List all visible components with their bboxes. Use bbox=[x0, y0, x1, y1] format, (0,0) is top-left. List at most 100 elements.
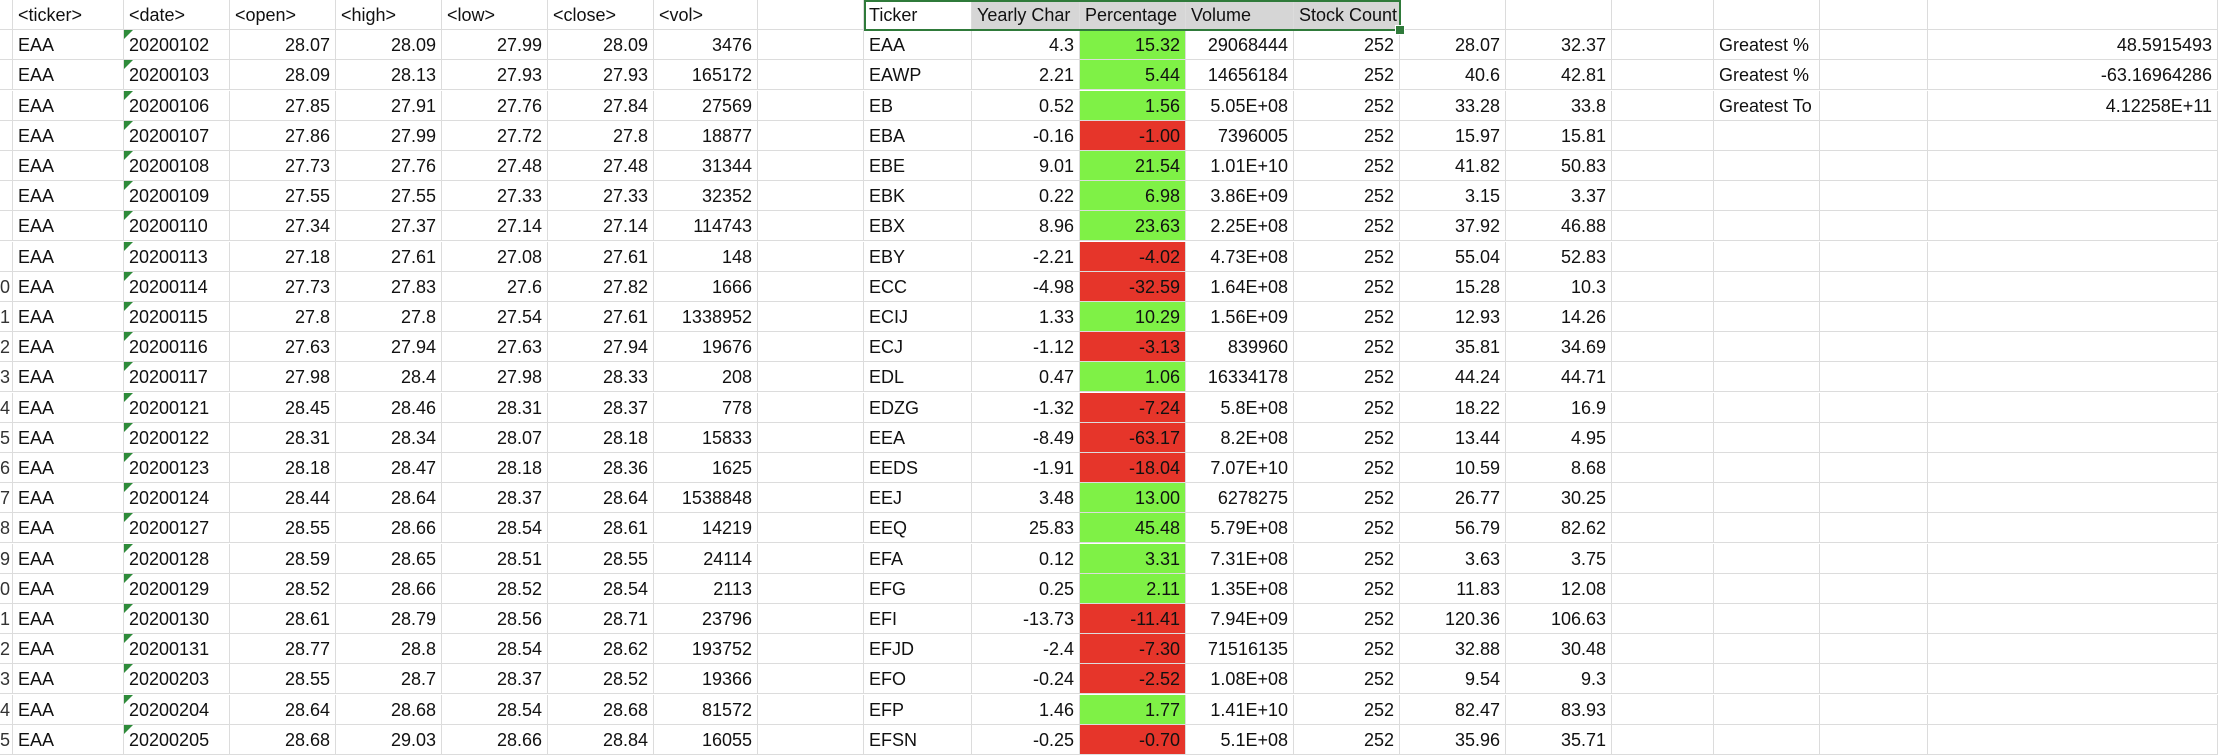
percentage-change-cell[interactable]: -7.30 bbox=[1080, 634, 1186, 665]
blank-cell[interactable] bbox=[1612, 181, 1714, 212]
low-cell[interactable]: 27.72 bbox=[442, 120, 548, 151]
low-cell[interactable]: 27.33 bbox=[442, 181, 548, 212]
row-number[interactable] bbox=[0, 60, 13, 91]
row-number[interactable] bbox=[0, 211, 13, 242]
high-cell[interactable]: 28.65 bbox=[336, 543, 442, 574]
blank-cell[interactable] bbox=[1714, 513, 1820, 544]
stock-count-cell[interactable]: 252 bbox=[1294, 211, 1400, 242]
stock-count-cell[interactable]: 252 bbox=[1294, 90, 1400, 121]
ticker-cell[interactable]: EAA bbox=[13, 271, 124, 302]
row-number[interactable]: 2 bbox=[0, 332, 13, 363]
high-cell[interactable]: 28.34 bbox=[336, 422, 442, 453]
yearly-change-cell[interactable]: 0.22 bbox=[972, 181, 1080, 212]
blank-cell[interactable] bbox=[1820, 453, 1928, 483]
low-cell[interactable]: 28.56 bbox=[442, 604, 548, 634]
blank-cell[interactable] bbox=[1820, 60, 1928, 91]
total-volume-cell[interactable]: 7396005 bbox=[1186, 120, 1294, 151]
stock-count-cell[interactable]: 252 bbox=[1294, 604, 1400, 634]
vol-cell[interactable]: 778 bbox=[654, 392, 758, 423]
total-volume-cell[interactable]: 8.2E+08 bbox=[1186, 422, 1294, 453]
percentage-change-cell[interactable]: 6.98 bbox=[1080, 181, 1186, 212]
close-price-cell[interactable]: 14.26 bbox=[1506, 302, 1612, 332]
close-price-cell[interactable]: 35.71 bbox=[1506, 724, 1612, 755]
open-price-cell[interactable]: 120.36 bbox=[1400, 604, 1506, 634]
low-cell[interactable]: 27.54 bbox=[442, 302, 548, 332]
open-cell[interactable]: 28.45 bbox=[230, 392, 336, 423]
vol-cell[interactable]: 193752 bbox=[654, 634, 758, 665]
ticker-cell[interactable]: EAA bbox=[13, 151, 124, 181]
total-volume-cell[interactable]: 7.94E+09 bbox=[1186, 604, 1294, 634]
total-volume-cell[interactable]: 839960 bbox=[1186, 332, 1294, 363]
vol-cell[interactable]: 31344 bbox=[654, 151, 758, 181]
blank-cell[interactable] bbox=[1612, 60, 1714, 91]
date-cell[interactable]: 20200131 bbox=[124, 634, 230, 665]
low-cell[interactable]: 27.76 bbox=[442, 90, 548, 121]
close-cell[interactable]: 28.71 bbox=[548, 604, 654, 634]
blank-cell[interactable] bbox=[1714, 573, 1820, 604]
stock-count-cell[interactable]: 252 bbox=[1294, 151, 1400, 181]
open-cell[interactable]: 28.09 bbox=[230, 60, 336, 91]
yearly-change-cell[interactable]: 25.83 bbox=[972, 513, 1080, 544]
low-cell[interactable]: 28.31 bbox=[442, 392, 548, 423]
blank-cell[interactable] bbox=[1928, 392, 2218, 423]
close-price-cell[interactable]: 32.37 bbox=[1506, 30, 1612, 61]
blank-cell[interactable] bbox=[1714, 271, 1820, 302]
close-price-cell[interactable]: 82.62 bbox=[1506, 513, 1612, 544]
blank-cell[interactable] bbox=[1714, 0, 1820, 30]
close-price-cell[interactable]: 46.88 bbox=[1506, 211, 1612, 242]
total-volume-cell[interactable]: 1.56E+09 bbox=[1186, 302, 1294, 332]
percentage-change-cell[interactable]: 1.06 bbox=[1080, 362, 1186, 393]
blank-cell[interactable] bbox=[1714, 543, 1820, 574]
close-price-cell[interactable]: 9.3 bbox=[1506, 664, 1612, 695]
close-price-cell[interactable]: 50.83 bbox=[1506, 151, 1612, 181]
summary-ticker-cell[interactable]: EEDS bbox=[864, 453, 972, 483]
date-cell[interactable]: 20200116 bbox=[124, 332, 230, 363]
open-price-cell[interactable]: 9.54 bbox=[1400, 664, 1506, 695]
high-cell[interactable]: 28.66 bbox=[336, 513, 442, 544]
ticker-cell[interactable]: EAA bbox=[13, 30, 124, 61]
open-cell[interactable]: 27.63 bbox=[230, 332, 336, 363]
date-cell[interactable]: 20200102 bbox=[124, 30, 230, 61]
blank-cell[interactable] bbox=[1714, 724, 1820, 755]
blank-cell[interactable] bbox=[1928, 211, 2218, 242]
blank-cell[interactable] bbox=[758, 483, 864, 514]
date-cell[interactable]: 20200103 bbox=[124, 60, 230, 91]
close-price-cell[interactable]: 30.25 bbox=[1506, 483, 1612, 514]
close-cell[interactable]: 27.82 bbox=[548, 271, 654, 302]
blank-cell[interactable] bbox=[1714, 664, 1820, 695]
summary-ticker-cell[interactable]: ECC bbox=[864, 271, 972, 302]
blank-cell[interactable] bbox=[758, 60, 864, 91]
ticker-cell[interactable]: EAA bbox=[13, 332, 124, 363]
stock-count-cell[interactable]: 252 bbox=[1294, 573, 1400, 604]
open-price-cell[interactable]: 41.82 bbox=[1400, 151, 1506, 181]
close-price-cell[interactable]: 8.68 bbox=[1506, 453, 1612, 483]
blank-cell[interactable] bbox=[1928, 573, 2218, 604]
blank-cell[interactable] bbox=[1820, 573, 1928, 604]
summary-header-2[interactable]: Percentage bbox=[1080, 0, 1186, 30]
close-price-cell[interactable]: 4.95 bbox=[1506, 422, 1612, 453]
close-price-cell[interactable]: 3.37 bbox=[1506, 181, 1612, 212]
total-volume-cell[interactable]: 2.25E+08 bbox=[1186, 211, 1294, 242]
blank-cell[interactable] bbox=[758, 302, 864, 332]
close-cell[interactable]: 28.52 bbox=[548, 664, 654, 695]
blank-cell[interactable] bbox=[758, 120, 864, 151]
close-price-cell[interactable]: 12.08 bbox=[1506, 573, 1612, 604]
blank-cell[interactable] bbox=[1714, 151, 1820, 181]
ticker-cell[interactable]: EAA bbox=[13, 392, 124, 423]
blank-cell[interactable] bbox=[1928, 362, 2218, 393]
column-header-2[interactable]: <open> bbox=[230, 0, 336, 30]
blank-cell[interactable] bbox=[1820, 0, 1928, 30]
stock-count-cell[interactable]: 252 bbox=[1294, 664, 1400, 695]
blank-cell[interactable] bbox=[1612, 724, 1714, 755]
summary-ticker-cell[interactable]: ECIJ bbox=[864, 302, 972, 332]
close-cell[interactable]: 28.37 bbox=[548, 392, 654, 423]
high-cell[interactable]: 27.76 bbox=[336, 151, 442, 181]
open-price-cell[interactable]: 33.28 bbox=[1400, 90, 1506, 121]
blank-cell[interactable] bbox=[1820, 241, 1928, 272]
summary-ticker-cell[interactable]: EFSN bbox=[864, 724, 972, 755]
vol-cell[interactable]: 165172 bbox=[654, 60, 758, 91]
total-volume-cell[interactable]: 1.41E+10 bbox=[1186, 694, 1294, 725]
row-number[interactable]: 5 bbox=[0, 724, 13, 755]
close-cell[interactable]: 28.54 bbox=[548, 573, 654, 604]
open-price-cell[interactable]: 15.28 bbox=[1400, 271, 1506, 302]
